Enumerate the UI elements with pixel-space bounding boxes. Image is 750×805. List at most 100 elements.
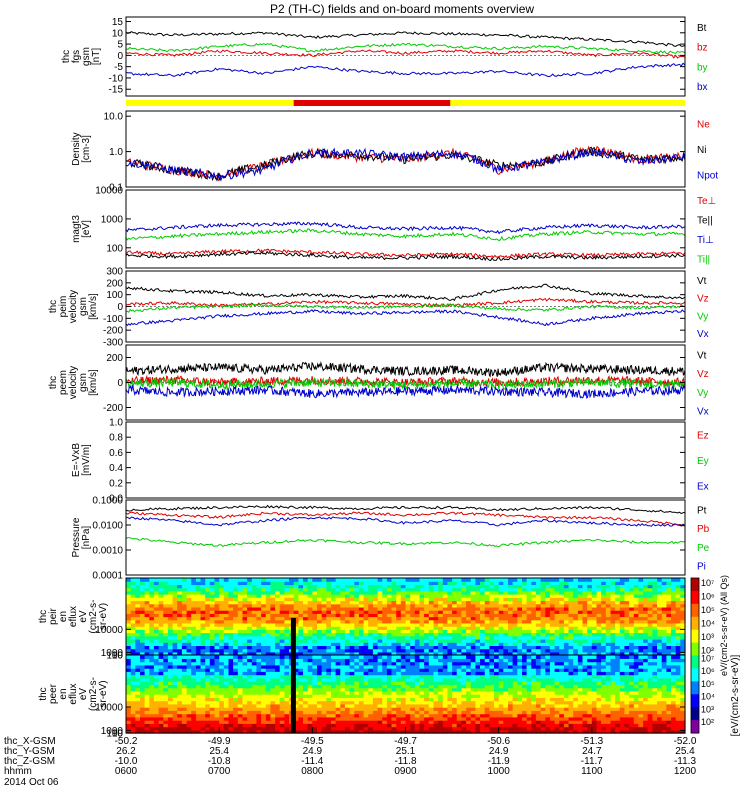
spectrogram-cell <box>447 636 452 640</box>
panels-layer <box>126 17 686 734</box>
spectrogram-cell <box>247 578 252 582</box>
spectrogram-cell <box>480 597 485 601</box>
spectrogram-cell <box>243 597 248 601</box>
spectrogram-cell <box>233 578 238 582</box>
spectrogram-cell <box>345 578 350 582</box>
spectrogram-cell <box>671 636 676 640</box>
spectrogram-cell <box>243 578 248 582</box>
spectrogram-cell <box>587 636 592 640</box>
spectrogram-cell <box>238 597 243 601</box>
spectrogram-cell <box>485 578 490 582</box>
series-line-red <box>126 50 685 58</box>
spectrogram-cell <box>396 578 401 582</box>
spectrogram-cell <box>368 636 373 640</box>
spectrogram-peir <box>126 578 686 656</box>
spectrogram-cell <box>541 578 546 582</box>
spectrogram-cell <box>559 636 564 640</box>
spectrogram-cell <box>284 578 289 582</box>
spectrogram-cell <box>606 578 611 582</box>
spectrogram-cell <box>522 597 527 601</box>
spectrogram-cell <box>261 578 266 582</box>
spectrogram-cell <box>597 636 602 640</box>
spectrogram-cell <box>205 597 210 601</box>
spectrogram-cell <box>289 597 294 601</box>
spectrogram-cell <box>620 597 625 601</box>
spectrogram-cell <box>564 597 569 601</box>
spectrogram-cell <box>634 597 639 601</box>
spectrogram-cell <box>219 597 224 601</box>
spectrogram-cell <box>643 636 648 640</box>
spectrogram-cell <box>527 597 532 601</box>
spectrogram-cell <box>280 578 285 582</box>
spectrogram-cell <box>638 578 643 582</box>
spectrogram-cell <box>392 636 397 640</box>
spectrogram-cell <box>550 578 555 582</box>
spectrogram-cell <box>420 578 425 582</box>
spectrogram-cell <box>513 597 518 601</box>
spectrogram-cell <box>126 636 131 640</box>
spectrogram-cell <box>485 636 490 640</box>
spectrogram-cell <box>252 597 257 601</box>
data-gap-stripe <box>291 618 296 655</box>
spectrogram-cell <box>513 636 518 640</box>
spectrogram-cell <box>527 636 532 640</box>
spectrogram-cell <box>457 597 462 601</box>
spectrogram-cell <box>149 578 154 582</box>
spectrogram-cell <box>471 597 476 601</box>
spectrogram-cell <box>177 636 182 640</box>
spectrogram-cell <box>354 636 359 640</box>
spectrogram-cell <box>671 597 676 601</box>
spectrogram-cell <box>196 578 201 582</box>
spectrogram-cell <box>187 597 192 601</box>
spectrogram-cell <box>550 597 555 601</box>
spectrogram-cell <box>634 636 639 640</box>
spectrogram-cell <box>676 636 681 640</box>
spectrogram-cell <box>396 636 401 640</box>
spectrogram-cell <box>420 636 425 640</box>
spectrogram-cell <box>378 636 383 640</box>
spectrogram-cell <box>322 597 327 601</box>
spectrogram-cell <box>201 636 206 640</box>
spectrogram-cell <box>475 597 480 601</box>
spectrogram-cell <box>564 636 569 640</box>
spectrogram-cell <box>559 578 564 582</box>
spectrogram-cell <box>406 597 411 601</box>
spectrogram-cell <box>624 578 629 582</box>
spectrogram-cell <box>131 578 136 582</box>
spectrogram-cell <box>452 597 457 601</box>
spectrogram-cell <box>489 578 494 582</box>
series-line-blue <box>126 63 685 76</box>
spectrogram-cell <box>522 578 527 582</box>
spectrogram-cell <box>294 578 299 582</box>
spectrogram-cell <box>350 597 355 601</box>
spectrogram-cell <box>657 636 662 640</box>
spectrogram-cell <box>289 578 294 582</box>
spectrogram-cell <box>131 636 136 640</box>
spectrogram-cell <box>676 578 681 582</box>
spectrogram-cell <box>587 597 592 601</box>
spectrogram-cell <box>364 597 369 601</box>
spectrogram-cell <box>601 597 606 601</box>
spectrogram-cell <box>573 578 578 582</box>
spectrogram-cell <box>615 597 620 601</box>
spectrogram-cell <box>340 636 345 640</box>
spectrogram-cell <box>154 597 159 601</box>
spectrogram-cell <box>480 578 485 582</box>
spectrogram-cell <box>368 597 373 601</box>
spectrogram-cell <box>275 578 280 582</box>
series-line-blue <box>126 222 685 233</box>
series-line-black <box>126 284 685 300</box>
spectrogram-cell <box>611 597 616 601</box>
spectrogram-cell <box>475 578 480 582</box>
spectrogram-cell <box>517 636 522 640</box>
spectrogram-cell <box>345 597 350 601</box>
spectrogram-cell <box>573 597 578 601</box>
spectrogram-cell <box>177 597 182 601</box>
series-line-black <box>126 363 685 377</box>
spectrogram-cell <box>615 636 620 640</box>
spectrogram-cell <box>284 636 289 640</box>
spectrogram-cell <box>503 636 508 640</box>
spectrogram-cell <box>438 578 443 582</box>
spectrogram-cell <box>261 636 266 640</box>
